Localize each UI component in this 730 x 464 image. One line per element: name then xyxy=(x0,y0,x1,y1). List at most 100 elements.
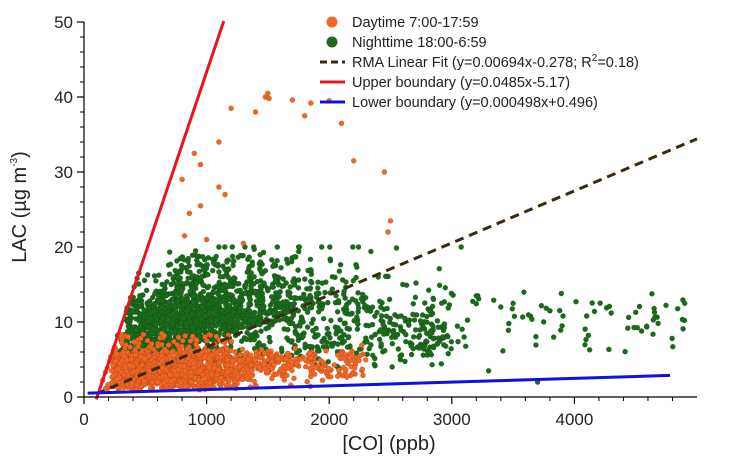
night-point xyxy=(368,342,374,348)
day-point xyxy=(323,348,329,354)
night-point xyxy=(136,311,143,318)
day-point xyxy=(192,375,198,381)
day-point xyxy=(179,176,185,183)
night-point xyxy=(634,324,641,331)
day-point xyxy=(327,373,334,380)
day-point xyxy=(311,371,318,377)
night-point xyxy=(388,334,395,341)
night-point xyxy=(353,314,360,320)
night-point xyxy=(304,324,311,330)
night-point xyxy=(413,280,419,286)
day-point xyxy=(359,366,366,373)
x-tick-label: 4000 xyxy=(555,410,593,429)
legend-item: Upper boundary (y=0.0485x-5.17) xyxy=(320,75,570,91)
day-point xyxy=(258,346,265,353)
day-point xyxy=(217,354,224,361)
day-point xyxy=(229,358,236,364)
night-point xyxy=(309,327,316,334)
night-point xyxy=(473,292,480,299)
night-point xyxy=(680,326,686,332)
night-point xyxy=(204,261,211,268)
night-point xyxy=(408,351,415,358)
day-point xyxy=(163,348,170,355)
night-point xyxy=(291,295,298,302)
night-point xyxy=(430,296,437,303)
night-point xyxy=(159,315,166,321)
day-point xyxy=(239,346,246,353)
night-point xyxy=(304,309,311,315)
night-point xyxy=(258,328,264,334)
day-point xyxy=(362,356,369,363)
night-point xyxy=(327,335,333,341)
night-point xyxy=(318,305,325,312)
day-point xyxy=(261,361,268,367)
day-point xyxy=(350,369,356,376)
night-point xyxy=(250,312,257,319)
day-point xyxy=(141,355,148,362)
night-point xyxy=(436,282,443,289)
night-point xyxy=(461,334,467,340)
night-point xyxy=(307,286,313,292)
night-point xyxy=(227,283,233,290)
night-point xyxy=(319,280,326,286)
night-point xyxy=(310,316,317,323)
night-point xyxy=(547,307,553,314)
day-point xyxy=(119,339,125,346)
day-point xyxy=(123,342,129,348)
night-point xyxy=(378,312,385,319)
night-point xyxy=(423,313,430,320)
night-point xyxy=(169,296,176,302)
night-point xyxy=(410,333,417,340)
y-tick-label: 50 xyxy=(54,13,73,32)
night-point xyxy=(190,299,197,306)
night-point xyxy=(325,358,332,365)
night-point xyxy=(324,325,331,332)
night-point xyxy=(521,289,527,295)
day-point xyxy=(284,351,291,358)
night-point xyxy=(217,273,224,280)
night-point xyxy=(445,305,452,311)
night-point xyxy=(344,344,351,350)
night-point xyxy=(284,326,291,333)
day-point xyxy=(343,374,350,380)
night-point xyxy=(161,282,168,289)
day-point xyxy=(313,364,319,371)
night-point xyxy=(295,267,301,273)
night-point xyxy=(268,257,275,263)
night-point xyxy=(278,348,285,355)
night-point xyxy=(237,324,244,331)
day-point xyxy=(202,333,208,340)
day-point xyxy=(334,352,341,358)
night-point xyxy=(315,332,321,338)
night-point xyxy=(597,300,603,306)
night-point xyxy=(285,292,292,298)
night-point xyxy=(440,341,447,348)
night-point xyxy=(324,299,331,306)
night-point xyxy=(166,299,172,306)
night-point xyxy=(287,284,294,290)
day-point xyxy=(222,191,228,198)
y-axis-title: LAC (µg m-3) xyxy=(9,151,31,263)
night-point xyxy=(233,326,240,333)
night-point xyxy=(393,245,400,251)
day-point xyxy=(129,380,135,387)
night-point xyxy=(160,289,167,295)
day-point xyxy=(148,340,155,347)
night-point xyxy=(137,294,143,301)
night-point xyxy=(166,271,173,278)
night-point xyxy=(257,283,264,290)
night-point xyxy=(378,341,385,347)
night-point xyxy=(586,346,593,353)
legend-marker xyxy=(326,36,338,48)
night-point xyxy=(227,317,234,324)
night-point xyxy=(271,298,277,305)
night-point xyxy=(681,300,688,307)
night-point xyxy=(141,277,148,284)
day-point xyxy=(385,229,391,235)
night-point xyxy=(248,285,254,292)
night-point xyxy=(144,272,151,278)
day-point xyxy=(115,366,122,372)
night-point xyxy=(389,340,396,347)
night-point xyxy=(338,336,345,343)
